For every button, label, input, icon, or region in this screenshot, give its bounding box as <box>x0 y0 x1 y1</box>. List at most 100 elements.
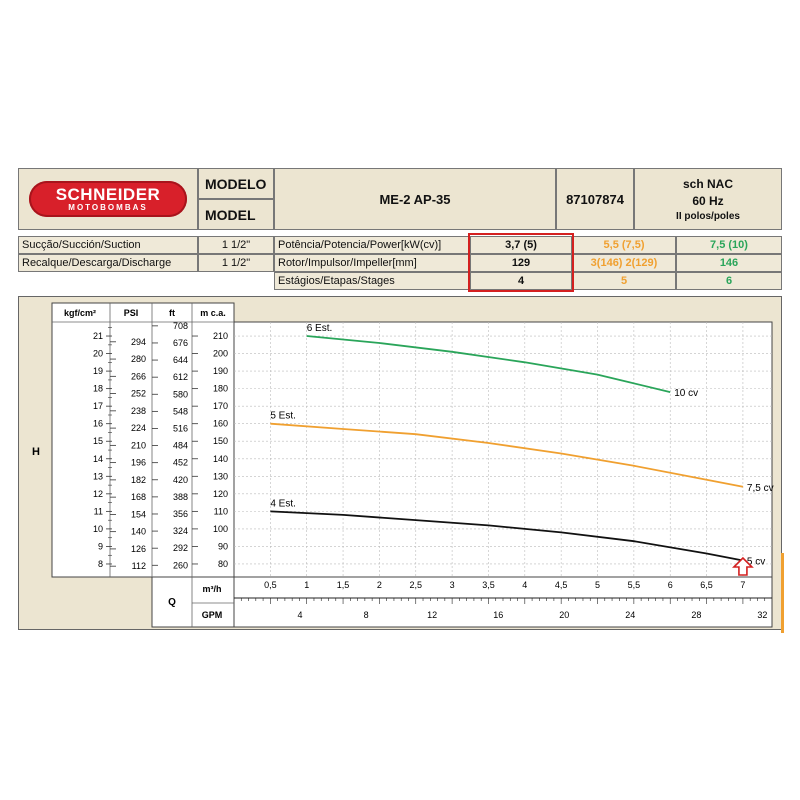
m3h-tick-label: 1 <box>304 580 309 590</box>
gpm-tick-label: 20 <box>559 610 569 620</box>
x-unit-gpm: GPM <box>202 610 223 620</box>
series-stage-label: 6 Est. <box>307 323 333 334</box>
mca-tick-label: 100 <box>213 524 228 534</box>
poles-label: II polos/poles <box>676 210 740 222</box>
plot-area <box>233 321 773 579</box>
series-power-label: 5 cv <box>747 556 765 567</box>
kgf-tick-label: 17 <box>93 401 103 411</box>
m3h-tick-label: 6,5 <box>700 580 713 590</box>
model-name: ME-2 AP-35 <box>274 168 556 230</box>
psi-tick-label: 154 <box>131 509 146 519</box>
ft-tick-label: 356 <box>173 509 188 519</box>
mca-tick-label: 200 <box>213 349 228 359</box>
freq-label: 60 Hz <box>692 193 724 208</box>
gpm-tick-label: 32 <box>757 610 767 620</box>
kgf-tick-label: 19 <box>93 366 103 376</box>
ft-tick-label: 452 <box>173 458 188 468</box>
psi-tick-label: 238 <box>131 406 146 416</box>
m3h-tick-label: 4 <box>522 580 527 590</box>
kgf-tick-label: 13 <box>93 471 103 481</box>
psi-tick-label: 280 <box>131 354 146 364</box>
psi-tick-label: 252 <box>131 389 146 399</box>
series-stage-label: 4 Est. <box>270 498 296 509</box>
series-line <box>270 510 744 562</box>
mca-tick-label: 170 <box>213 401 228 411</box>
spec-header: sch NAC 60 Hz II polos/poles <box>634 168 782 230</box>
brand-name: SCHNEIDER <box>55 185 161 204</box>
series-power-label: 7,5 cv <box>747 483 774 494</box>
x-unit-m3h: m³/h <box>203 584 222 594</box>
power-label: Potência/Potencia/Power[kW(cv)] <box>274 236 470 254</box>
ft-tick-label: 612 <box>173 372 188 382</box>
ft-tick-label: 644 <box>173 355 188 365</box>
x-label-area <box>151 576 235 628</box>
mca-tick-label: 80 <box>218 559 228 569</box>
kgf-tick-label: 15 <box>93 436 103 446</box>
discharge-label: Recalque/Descarga/Discharge <box>18 254 198 272</box>
kgf-tick-label: 8 <box>98 559 103 569</box>
model-label: MODEL <box>198 199 274 230</box>
gpm-tick-label: 12 <box>427 610 437 620</box>
gpm-tick-label: 4 <box>298 610 303 620</box>
series-line <box>306 335 671 393</box>
mca-tick-label: 210 <box>213 331 228 341</box>
y-scale-header: kgf/cm² <box>64 308 96 318</box>
gpm-tick-label: 24 <box>625 610 635 620</box>
stages-value-1: 4 <box>470 272 572 290</box>
rotor-value-2: 3(146) 2(129) <box>572 254 676 272</box>
series-line <box>270 422 744 488</box>
m3h-tick-label: 3,5 <box>482 580 495 590</box>
mca-tick-label: 120 <box>213 489 228 499</box>
y-scale-header: PSI <box>124 308 139 318</box>
kgf-tick-label: 14 <box>93 454 103 464</box>
mca-tick-label: 190 <box>213 366 228 376</box>
psi-tick-label: 112 <box>132 561 146 571</box>
kgf-tick-label: 16 <box>93 419 103 429</box>
stages-value-3: 6 <box>676 272 782 290</box>
power-value-3: 7,5 (10) <box>676 236 782 254</box>
kgf-tick-label: 20 <box>93 349 103 359</box>
kgf-tick-label: 18 <box>93 384 103 394</box>
m3h-tick-label: 2,5 <box>409 580 422 590</box>
y-axis-label: H <box>32 446 40 458</box>
discharge-value: 1 1/2" <box>198 254 274 272</box>
stages-value-2: 5 <box>572 272 676 290</box>
ft-tick-label: 324 <box>173 526 188 536</box>
x-axis-area <box>233 576 773 628</box>
ft-tick-label: 580 <box>173 389 188 399</box>
power-value-2: 5,5 (7,5) <box>572 236 676 254</box>
mca-tick-label: 150 <box>213 436 228 446</box>
m3h-tick-label: 5,5 <box>628 580 641 590</box>
kgf-tick-label: 21 <box>93 331 103 341</box>
m3h-tick-label: 4,5 <box>555 580 568 590</box>
ft-tick-label: 260 <box>173 560 188 570</box>
x-axis-label: Q <box>168 597 176 608</box>
suction-value: 1 1/2" <box>198 236 274 254</box>
ft-tick-label: 548 <box>173 406 188 416</box>
mca-tick-label: 180 <box>213 384 228 394</box>
ft-tick-label: 388 <box>173 492 188 502</box>
psi-tick-label: 126 <box>131 544 146 554</box>
m3h-tick-label: 7 <box>740 580 745 590</box>
panel-edge-accent <box>781 553 784 633</box>
rotor-value-1: 129 <box>470 254 572 272</box>
suction-label: Sucção/Succión/Suction <box>18 236 198 254</box>
mca-tick-label: 160 <box>213 419 228 429</box>
selection-arrow-icon <box>731 556 754 576</box>
model-code: 87107874 <box>556 168 634 230</box>
mca-tick-label: 110 <box>214 506 228 516</box>
kgf-tick-label: 10 <box>93 524 103 534</box>
psi-tick-label: 196 <box>131 458 146 468</box>
m3h-tick-label: 3 <box>450 580 455 590</box>
kgf-tick-label: 9 <box>98 541 103 551</box>
psi-tick-label: 224 <box>131 423 146 433</box>
m3h-tick-label: 0,5 <box>264 580 277 590</box>
m3h-tick-label: 6 <box>668 580 673 590</box>
power-value-1: 3,7 (5) <box>470 236 572 254</box>
y-scale-header: m c.a. <box>200 308 226 318</box>
mca-tick-label: 130 <box>213 471 228 481</box>
brand-subtitle: MOTOBOMBAS <box>68 203 148 212</box>
brand-cell: SCHNEIDER MOTOBOMBAS <box>18 168 198 230</box>
ft-tick-label: 676 <box>173 338 188 348</box>
